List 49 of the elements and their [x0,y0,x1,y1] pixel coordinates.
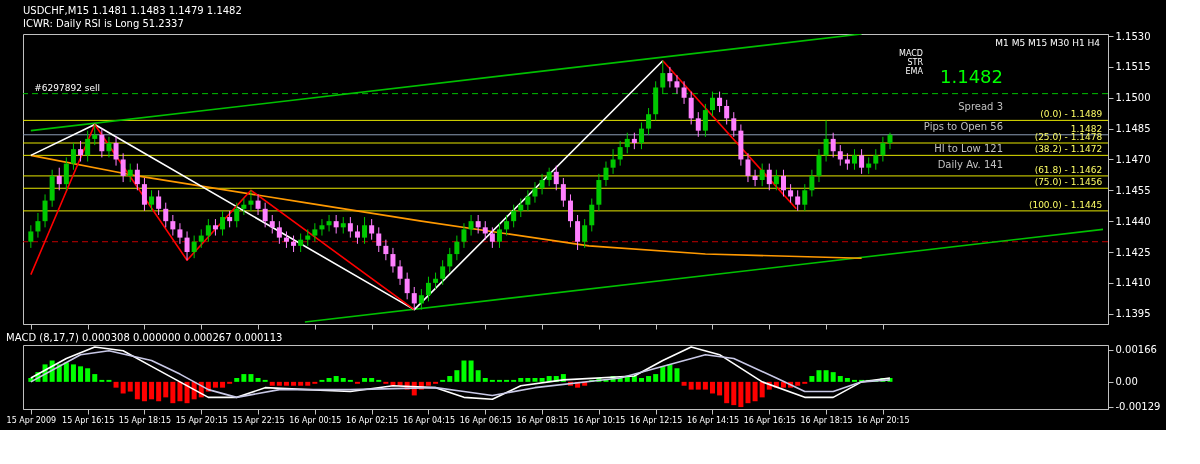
x-tick-label: 16 Apr 02:15 [346,415,399,425]
annotation: (38.2) - 1.1472 [1034,144,1103,155]
x-tick-label: 15 Apr 16:15 [62,415,115,425]
y-tick-label: 1.1530 [1115,30,1151,42]
y-tick-label: 1.1485 [1115,123,1151,135]
x-tick-label: 16 Apr 06:15 [459,415,512,425]
y-tick-label: 1.1395 [1115,308,1151,320]
annotation: #6297892 sell [34,82,100,93]
annotation: (100.0) - 1.1445 [1028,199,1103,210]
x-tick-label: 16 Apr 00:15 [289,415,342,425]
y-tick-label: -0.00129 [1115,401,1161,413]
annotation: MACD [899,49,923,58]
y-tick-label: 1.1410 [1115,277,1151,289]
x-tick-label: 15 Apr 20:15 [175,415,228,425]
x-tick-label: 16 Apr 16:15 [743,415,796,425]
y-tick-label: 1.1500 [1115,92,1151,104]
x-tick-label: 16 Apr 14:15 [686,415,740,425]
x-tick-label: 15 Apr 2009 [6,415,57,425]
annotation: 1.1482 [940,66,1003,87]
x-tick-label: 16 Apr 10:15 [573,415,626,425]
y-tick-label: 1.1515 [1115,61,1151,73]
x-tick-label: 16 Apr 18:15 [800,415,853,425]
y-tick-label: 1.1440 [1115,215,1151,227]
annotation: (61.8) - 1.1462 [1034,164,1103,175]
annotation: Spread 3 [958,101,1003,112]
x-tick-label: 15 Apr 18:15 [118,415,172,425]
annotation: 1.1482 [1070,123,1103,134]
annotation: M1 M5 M15 M30 H1 H4 [995,38,1101,48]
chart-title: USDCHF,M15 1.1481 1.1483 1.1479 1.1482 [23,5,242,17]
annotation: (0.0) - 1.1489 [1040,109,1103,120]
annotation: (75.0) - 1.1456 [1034,177,1103,188]
annotation: STR [907,58,924,67]
x-tick-label: 16 Apr 08:15 [516,415,569,425]
y-tick-label: 1.1455 [1115,184,1151,196]
annotation: HI to Low 121 [934,143,1003,154]
annotation: (25.0) - 1.1478 [1034,132,1103,143]
chart-subtitle: ICWR: Daily RSI is Long 51.2337 [23,18,184,30]
x-tick-label: 16 Apr 20:15 [857,415,910,425]
y-tick-label: 0.00 [1115,376,1138,388]
chart-title: MACD (8,17,7) 0.000308 0.000000 0.000267 0.000113 [6,331,283,343]
annotation: EMA [905,67,924,76]
annotation: Daily Av. 141 [937,159,1003,170]
y-tick-label: 0.00166 [1115,344,1157,356]
x-tick-label: 16 Apr 12:15 [630,415,683,425]
annotation: Pips to Open 56 [923,121,1003,132]
y-tick-label: 1.1425 [1115,246,1151,258]
y-tick-label: 1.1470 [1115,153,1151,165]
x-tick-label: 16 Apr 04:15 [402,415,456,425]
x-tick-label: 15 Apr 22:15 [232,415,285,425]
